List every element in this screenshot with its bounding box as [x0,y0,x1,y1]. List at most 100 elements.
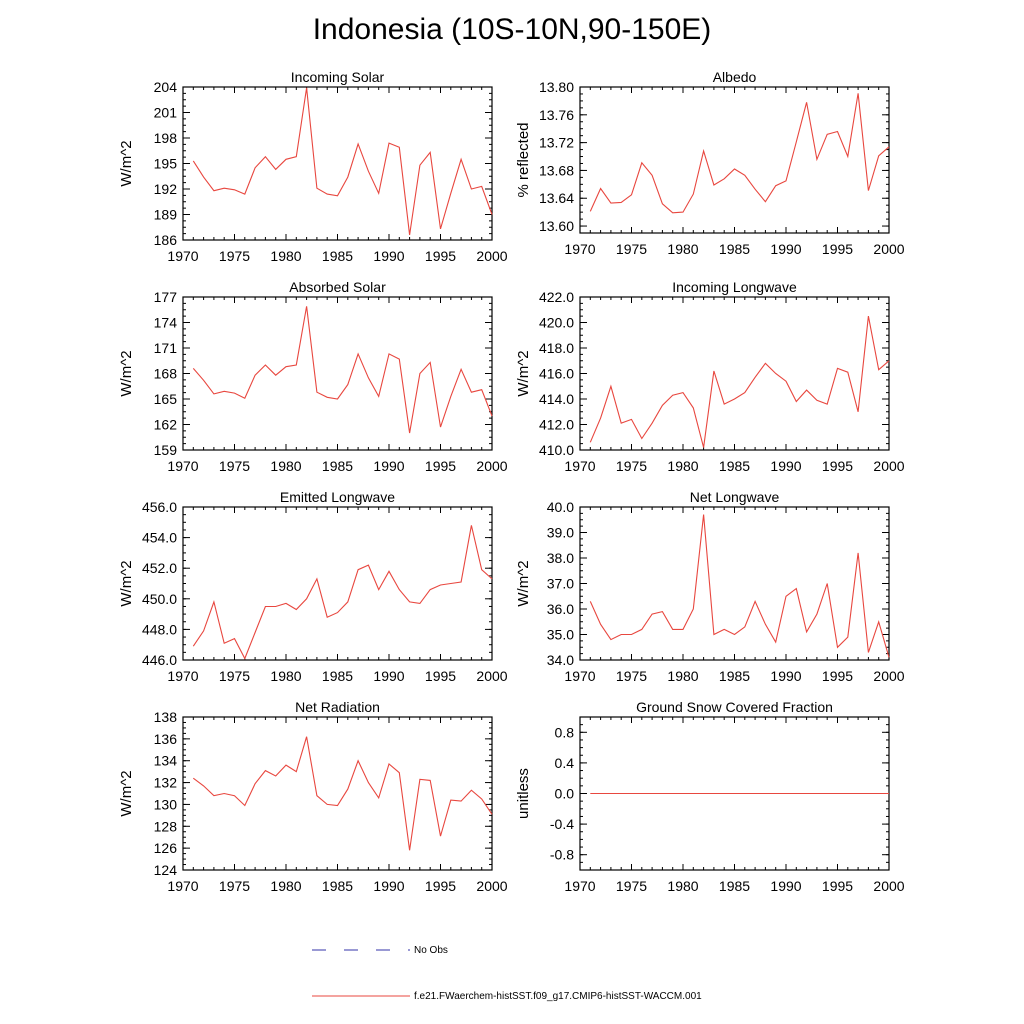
y-axis-label: W/m^2 [515,350,532,396]
y-tick-label: 0.4 [555,755,575,771]
panel-title: Incoming Solar [291,69,385,85]
y-axis-label: W/m^2 [515,560,532,606]
series-line [589,514,890,658]
y-tick-label: 450.0 [142,591,177,607]
series-line [192,736,493,851]
x-tick-label: 1980 [270,458,301,474]
x-tick-label: 1995 [425,248,456,264]
plot-frame [579,86,890,234]
series-line [192,525,493,660]
y-tick-label: 416.0 [539,366,574,382]
plot-frame [182,506,493,661]
y-axis-label: W/m^2 [118,560,135,606]
x-tick-label: 1985 [322,458,353,474]
y-tick-label: 134 [154,753,178,769]
x-tick-label: 1995 [425,458,456,474]
panel-title: Absorbed Solar [289,279,386,295]
y-tick-label: -0.8 [550,847,574,863]
y-tick-label: 0.0 [555,786,575,802]
y-tick-label: 13.80 [539,79,574,95]
y-tick-label: 186 [154,232,178,248]
y-tick-label: 128 [154,818,178,834]
x-tick-label: 1970 [564,878,595,894]
y-tick-label: 410.0 [539,442,574,458]
x-tick-label: 1975 [219,878,250,894]
x-tick-label: 1995 [822,458,853,474]
plot-frame [579,296,890,451]
y-tick-label: 13.68 [539,162,574,178]
x-tick-label: 2000 [873,458,904,474]
y-tick-label: 37.0 [547,576,574,592]
y-axis-label: unitless [515,768,532,819]
x-tick-label: 1995 [822,668,853,684]
y-tick-label: 13.72 [539,135,574,151]
x-tick-label: 2000 [476,248,507,264]
x-tick-label: 1995 [425,878,456,894]
y-tick-label: 195 [154,156,178,172]
x-tick-label: 1980 [667,241,698,257]
y-tick-label: 456.0 [142,499,177,515]
y-tick-label: 204 [154,79,178,95]
y-tick-label: 165 [154,391,178,407]
x-tick-label: 2000 [476,458,507,474]
y-tick-label: 201 [154,105,178,121]
y-tick-label: 130 [154,796,178,812]
page-title: Indonesia (10S-10N,90-150E) [312,13,712,46]
x-tick-label: 1980 [667,458,698,474]
y-tick-label: 420.0 [539,315,574,331]
y-tick-label: 38.0 [547,550,574,566]
y-tick-label: 124 [154,862,178,878]
x-tick-label: 1970 [167,458,198,474]
y-tick-label: 162 [154,417,178,433]
x-tick-label: 1995 [822,878,853,894]
x-tick-label: 2000 [873,878,904,894]
series-line [192,306,493,434]
y-tick-label: 454.0 [142,530,177,546]
y-tick-label: 452.0 [142,560,177,576]
x-tick-label: 1975 [219,668,250,684]
x-tick-label: 1995 [425,668,456,684]
y-tick-label: 34.0 [547,652,574,668]
series-line [589,93,890,214]
y-axis-label: % reflected [515,122,532,197]
y-tick-label: 448.0 [142,621,177,637]
x-tick-label: 1975 [616,668,647,684]
panel-title: Ground Snow Covered Fraction [636,699,833,715]
x-tick-label: 1985 [719,668,750,684]
y-tick-label: 177 [154,289,178,305]
x-tick-label: 1975 [616,878,647,894]
panel-title: Net Longwave [690,489,780,505]
y-tick-label: 136 [154,731,178,747]
x-tick-label: 1990 [373,458,404,474]
x-tick-label: 1970 [564,458,595,474]
y-tick-label: 39.0 [547,525,574,541]
y-tick-label: 412.0 [539,417,574,433]
x-tick-label: 1980 [270,248,301,264]
x-tick-label: 1970 [167,668,198,684]
series-line [589,315,890,448]
plot-frame [182,296,493,451]
x-tick-label: 1970 [564,241,595,257]
x-tick-label: 1975 [219,458,250,474]
plot-frame [182,86,493,241]
legend-no-obs-label: No Obs [414,945,448,956]
panel-title: Albedo [713,69,757,85]
y-tick-label: 422.0 [539,289,574,305]
y-tick-label: 126 [154,840,178,856]
y-tick-label: 159 [154,442,178,458]
y-tick-label: 35.0 [547,627,574,643]
plot-frame [182,716,493,871]
y-tick-label: 13.60 [539,218,574,234]
y-tick-label: 171 [154,340,178,356]
x-tick-label: 1995 [822,241,853,257]
x-tick-label: 1975 [616,241,647,257]
plot-frame [579,506,890,661]
x-tick-label: 1980 [270,878,301,894]
x-tick-label: 1990 [770,878,801,894]
x-tick-label: 1975 [219,248,250,264]
x-tick-label: 1980 [270,668,301,684]
legend-model-label: f.e21.FWaerchem-histSST.f09_g17.CMIP6-hi… [414,991,702,1002]
x-tick-label: 2000 [873,241,904,257]
x-tick-label: 1990 [373,668,404,684]
y-axis-label: W/m^2 [118,770,135,816]
